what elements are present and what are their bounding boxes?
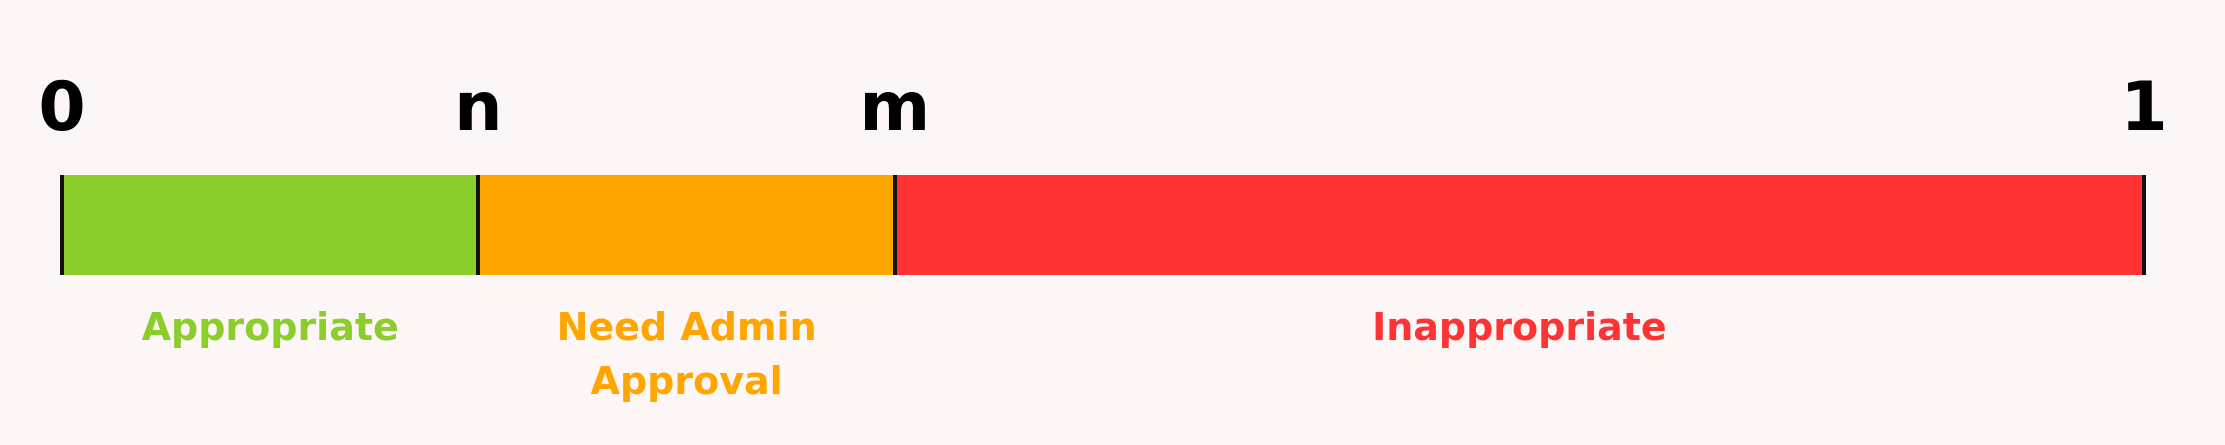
zone-label-line: Appropriate	[141, 305, 399, 349]
zone-segment-appropriate	[62, 175, 479, 275]
tick-label-m: m	[859, 68, 931, 147]
zone-label-appropriate: Appropriate	[142, 300, 399, 354]
tick-label-0: 0	[38, 68, 86, 147]
divider-n	[476, 175, 481, 275]
divider-1	[2142, 175, 2146, 275]
divider-m	[892, 175, 897, 275]
tick-label-n: n	[454, 68, 503, 147]
zone-label-line: Need Admin	[556, 305, 817, 349]
zone-segment-need-admin-approval	[478, 175, 895, 275]
tick-label-1: 1	[2120, 68, 2168, 147]
zone-segment-inappropriate	[894, 175, 2144, 275]
zone-label-need-admin-approval: Need Admin Approval	[557, 300, 817, 408]
zone-label-line: Approval	[590, 359, 783, 403]
zone-label-inappropriate: Inappropriate	[1372, 300, 1667, 354]
zone-label-line: Inappropriate	[1372, 305, 1667, 349]
divider-0	[60, 175, 64, 275]
scale-bar	[62, 175, 2144, 275]
